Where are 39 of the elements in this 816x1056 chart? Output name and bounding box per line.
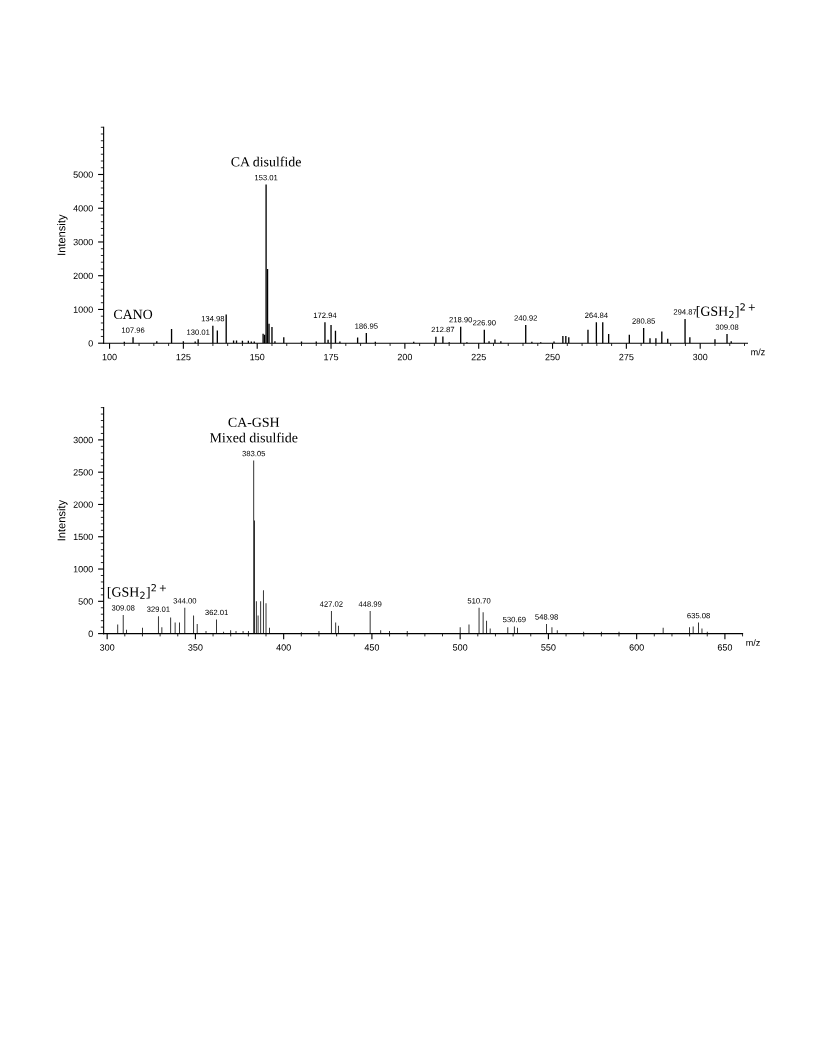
annotation: [GSH$_{2}$]$^{2+}$ (107, 584, 166, 599)
x-tick-label: 650 (717, 644, 733, 651)
y-tick-label: 5000 (73, 171, 93, 178)
x-axis-title: m/z (751, 348, 765, 356)
x-tick-label: 500 (452, 644, 468, 651)
annotation: CANO (113, 309, 153, 320)
x-tick-label: 225 (471, 353, 486, 361)
y-tick-label: 1500 (73, 533, 93, 541)
x-tick-label: 175 (324, 353, 339, 361)
y-tick-label: 2500 (73, 469, 93, 476)
x-tick-label: 550 (541, 644, 556, 651)
y-axis-title: Intensity (57, 499, 68, 541)
y-tick-label: 500 (78, 598, 93, 605)
x-tick-label: 150 (250, 353, 265, 361)
y-tick-label: 2000 (73, 501, 93, 508)
annotation: CA disulfide (231, 156, 301, 167)
y-tick-label: 0 (88, 340, 93, 347)
x-tick-label: 400 (276, 644, 291, 651)
x-tick-label: 300 (99, 644, 115, 651)
y-tick-label: 3000 (73, 238, 93, 246)
x-axis-title: m/z (746, 639, 760, 646)
y-tick-label: 0 (88, 630, 93, 637)
y-axis-title: Intensity (57, 214, 68, 255)
y-tick-label: 3000 (73, 436, 93, 444)
x-tick-label: 200 (397, 353, 413, 361)
x-tick-label: 600 (629, 644, 644, 651)
y-tick-label: 1000 (73, 566, 93, 573)
annotation: CA-GSH Mixed disulfide (209, 417, 298, 443)
y-tick-label: 2000 (73, 272, 93, 280)
x-tick-label: 275 (619, 353, 634, 361)
x-tick-label: 350 (188, 644, 203, 651)
x-tick-label: 450 (364, 644, 380, 651)
y-tick-label: 4000 (73, 205, 93, 212)
x-tick-label: 250 (545, 353, 560, 361)
x-tick-label: 300 (693, 353, 708, 361)
y-tick-label: 1000 (73, 306, 93, 313)
annotation: [GSH$_{2}$]$^{2+}$ (696, 303, 755, 319)
x-tick-label: 100 (102, 353, 117, 361)
x-tick-label: 125 (176, 353, 191, 361)
